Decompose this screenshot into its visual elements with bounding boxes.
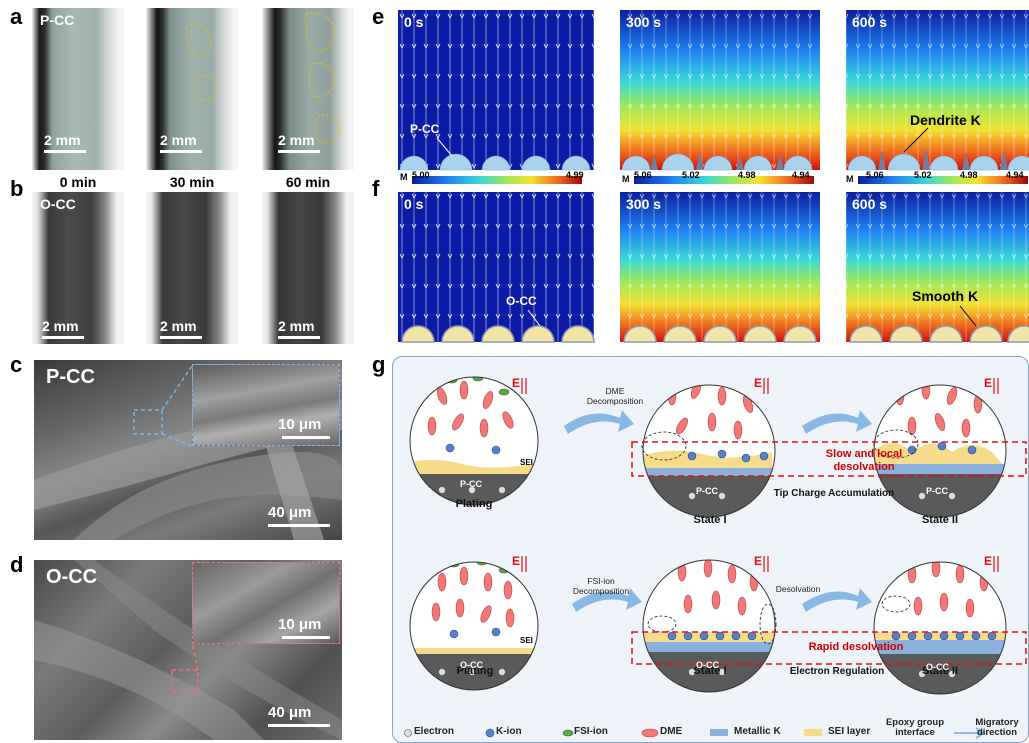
panel-label-d: d xyxy=(10,552,24,577)
dme-decomposition-label: DME Decomposition xyxy=(586,386,644,406)
field-label: E xyxy=(754,554,763,568)
field-label: E xyxy=(754,376,763,390)
sim-time-f-300: 300 s xyxy=(626,196,662,212)
sim-time-f-0: 0 s xyxy=(404,196,424,212)
top-state1-caption: State I xyxy=(693,514,727,526)
time-caption-30: 30 min xyxy=(169,174,215,190)
colorbar-unit: M xyxy=(622,174,630,184)
main-scale-label: 40 μm xyxy=(268,704,312,721)
panel-label-f: f xyxy=(372,176,380,201)
top-plating-caption: Plating xyxy=(455,498,493,510)
schematic-graphics xyxy=(404,376,1027,739)
panel-label-c: c xyxy=(10,352,23,377)
sample-label: O-CC xyxy=(40,196,76,212)
scale-bar-label: 2 mm xyxy=(278,132,315,148)
top-state2-caption: State II xyxy=(921,514,959,526)
dendrite-annotation: Dendrite K xyxy=(910,112,981,128)
sem-image-c: P-CC 10 μm 40 μm xyxy=(34,360,342,540)
legend-metallic-k: Metallic K xyxy=(734,726,781,737)
electron-regulation-caption: Electron Regulation xyxy=(789,666,885,677)
field-label: E xyxy=(984,554,993,568)
legend-electron: Electron xyxy=(414,726,455,737)
legend-epoxy: Epoxy group interface xyxy=(885,717,945,738)
slow-desolvation-note: Slow and local desolvation xyxy=(825,448,903,473)
scale-bar-label: 2 mm xyxy=(278,318,315,334)
rapid-desolvation-note: Rapid desolvation xyxy=(808,641,904,653)
simulation-graphics xyxy=(398,10,1029,343)
legend-fsi-ion: FSI-ion xyxy=(574,726,608,737)
sim-substrate-label: P-CC xyxy=(410,122,440,136)
scale-bar-label: 2 mm xyxy=(44,132,81,148)
fsi-decomposition-label: FSI-ion Decomposition xyxy=(572,576,630,596)
optical-image-a-30min: 2 mm xyxy=(146,8,238,170)
time-caption-0: 0 min xyxy=(59,174,97,190)
bottom-state1-caption: State I xyxy=(693,665,727,677)
colorbar-tick: 4.94 xyxy=(1006,170,1024,180)
colorbar-tick: 4.94 xyxy=(792,170,810,180)
desolvation-label: Desolvation xyxy=(775,584,821,594)
colorbar-tick: 4.98 xyxy=(738,170,756,180)
optical-image-a-0min: P-CC 2 mm xyxy=(32,8,124,170)
substrate-label: O-CC xyxy=(460,660,483,670)
field-label: E xyxy=(512,376,521,390)
panel-label-b: b xyxy=(10,176,24,201)
substrate-label: O-CC xyxy=(926,662,949,672)
sim-substrate-label: O-CC xyxy=(506,294,537,308)
smooth-annotation: Smooth K xyxy=(912,288,979,304)
sei-label: SEI xyxy=(520,458,533,467)
substrate-label: P-CC xyxy=(460,479,482,489)
substrate-label: O-CC xyxy=(696,660,719,670)
field-label: E xyxy=(984,376,993,390)
panel-label-g: g xyxy=(372,352,386,377)
colorbar-unit: M xyxy=(846,174,854,184)
optical-image-b-0min: O-CC 2 mm xyxy=(32,192,124,344)
sei-label: SEI xyxy=(520,636,533,645)
sem-sample-label: P-CC xyxy=(46,366,95,388)
colorbar-tick: 5.00 xyxy=(412,170,430,180)
scale-bar-label: 2 mm xyxy=(160,318,197,334)
legend-sei-layer: SEI layer xyxy=(828,726,871,737)
optical-image-b-60min: 2 mm xyxy=(262,192,354,344)
sem-image-d: O-CC 10 μm 40 μm xyxy=(34,560,342,740)
colorbar-tick: 5.06 xyxy=(866,170,884,180)
scale-bar-label: 2 mm xyxy=(160,132,197,148)
legend-dme: DME xyxy=(660,726,683,737)
field-label: E xyxy=(512,554,521,568)
colorbar-tick: 5.02 xyxy=(682,170,700,180)
sem-sample-label: O-CC xyxy=(46,566,98,588)
colorbar-tick: 5.06 xyxy=(634,170,652,180)
substrate-label: P-CC xyxy=(926,486,948,496)
sim-time-e-600: 600 s xyxy=(852,14,888,30)
panel-label-e: e xyxy=(372,4,385,29)
inset-scale-label: 10 μm xyxy=(278,416,322,433)
panel-label-a: a xyxy=(10,4,23,29)
bottom-state2-caption: State II xyxy=(921,665,959,677)
optical-image-a-60min: 2 mm xyxy=(262,8,354,170)
main-scale-label: 40 μm xyxy=(268,504,312,521)
legend-k-ion: K-ion xyxy=(496,726,522,737)
colorbar-unit: M xyxy=(400,172,408,182)
inset-scale-label: 10 μm xyxy=(278,616,322,633)
sim-time-e-0: 0 s xyxy=(404,14,424,30)
scale-bar-label: 2 mm xyxy=(42,318,79,334)
tip-charge-caption: Tip Charge Accumulation xyxy=(773,488,895,499)
legend-migratory: Migratory direction xyxy=(975,717,1019,738)
optical-image-b-30min: 2 mm xyxy=(146,192,238,344)
colorbar-tick: 5.02 xyxy=(914,170,932,180)
sim-time-e-300: 300 s xyxy=(626,14,662,30)
sim-time-f-600: 600 s xyxy=(852,196,888,212)
colorbar-tick: 4.99 xyxy=(566,170,584,180)
bottom-plating-caption: Plating xyxy=(456,665,494,677)
colorbar-tick: 4.98 xyxy=(960,170,978,180)
time-caption-60: 60 min xyxy=(285,174,331,190)
sample-label: P-CC xyxy=(40,12,75,28)
substrate-label: P-CC xyxy=(696,486,718,496)
